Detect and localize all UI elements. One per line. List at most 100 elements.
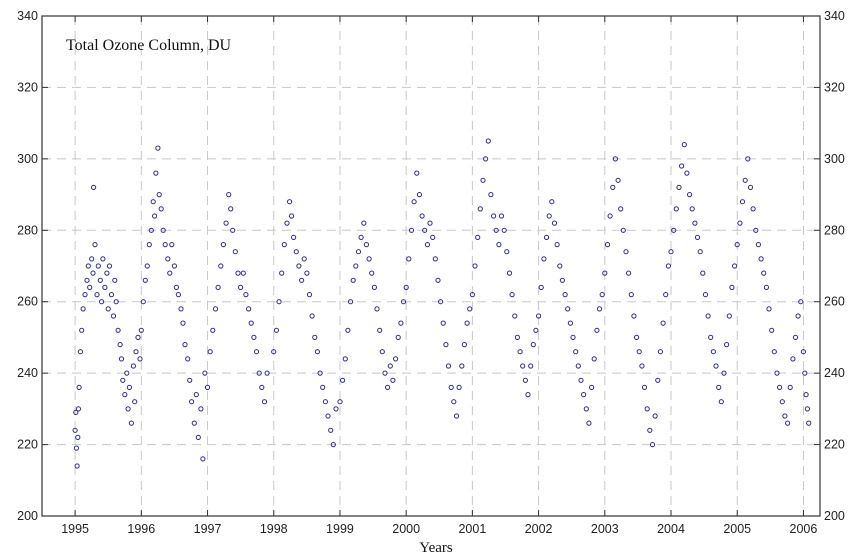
data-point xyxy=(491,213,497,219)
data-point xyxy=(180,320,186,326)
data-point xyxy=(745,156,751,162)
data-point xyxy=(393,356,399,362)
data-point xyxy=(91,184,97,190)
data-point xyxy=(430,234,436,240)
data-point xyxy=(551,220,558,226)
data-point xyxy=(498,213,505,219)
data-point xyxy=(713,363,719,369)
data-point xyxy=(739,199,746,205)
data-point xyxy=(289,213,295,219)
data-point xyxy=(345,327,351,333)
data-point xyxy=(729,284,735,290)
data-point xyxy=(467,306,473,312)
data-point xyxy=(681,142,687,148)
data-point xyxy=(769,327,775,333)
data-point xyxy=(173,284,179,290)
data-point xyxy=(422,227,428,233)
data-point xyxy=(74,463,80,469)
data-point xyxy=(591,356,597,362)
data-point xyxy=(390,377,396,383)
x-axis-label: Years xyxy=(419,540,453,556)
data-point xyxy=(358,234,364,240)
data-point xyxy=(562,292,568,298)
data-point xyxy=(94,292,100,298)
data-point xyxy=(641,384,648,390)
data-point xyxy=(536,313,542,319)
data-point xyxy=(271,349,277,355)
data-point xyxy=(106,263,113,269)
data-point xyxy=(758,256,764,262)
data-point xyxy=(438,299,444,305)
data-point xyxy=(697,249,703,255)
data-point xyxy=(115,327,121,333)
data-point xyxy=(126,384,132,390)
x-tick-label: 2006 xyxy=(790,522,818,536)
data-point xyxy=(802,370,808,376)
data-point xyxy=(705,313,711,319)
data-point xyxy=(798,299,804,305)
data-point xyxy=(459,363,465,369)
data-point xyxy=(400,299,407,305)
data-point xyxy=(747,184,754,190)
data-point xyxy=(575,363,581,369)
data-point xyxy=(385,384,391,390)
chart-title: Total Ozone Column, DU xyxy=(66,37,232,54)
data-point xyxy=(716,384,722,390)
data-point xyxy=(620,227,626,233)
data-point xyxy=(742,177,748,183)
data-point xyxy=(708,334,714,340)
data-point xyxy=(284,220,290,226)
data-point xyxy=(668,249,674,255)
data-point xyxy=(774,370,780,376)
data-point xyxy=(146,242,152,248)
data-point xyxy=(82,292,88,298)
data-point xyxy=(122,392,128,398)
data-point xyxy=(804,406,811,412)
data-point xyxy=(212,306,219,312)
data-point xyxy=(80,306,86,312)
y-tick-label-left: 300 xyxy=(17,152,38,166)
data-point xyxy=(618,206,624,212)
x-tick-label: 1999 xyxy=(326,522,354,536)
data-point xyxy=(559,277,566,283)
data-point xyxy=(246,306,252,312)
data-point xyxy=(440,320,446,326)
data-point xyxy=(684,170,690,176)
data-point xyxy=(419,213,425,219)
y-tick-label-left: 260 xyxy=(17,295,38,309)
data-point xyxy=(363,242,369,248)
data-point xyxy=(615,177,621,183)
y-tick-label-right: 220 xyxy=(824,438,845,452)
data-point xyxy=(243,292,249,298)
data-point xyxy=(226,192,232,198)
data-point xyxy=(546,213,552,219)
data-point xyxy=(99,299,105,305)
data-point xyxy=(138,327,144,333)
data-point xyxy=(451,399,457,405)
data-point xyxy=(538,284,544,290)
data-point xyxy=(583,406,589,412)
data-point xyxy=(328,427,334,433)
data-point xyxy=(416,192,422,198)
data-point xyxy=(133,349,139,355)
data-point xyxy=(673,206,679,212)
data-point xyxy=(443,342,449,348)
data-point xyxy=(124,370,130,376)
data-point xyxy=(256,370,262,376)
data-point xyxy=(464,320,470,326)
data-point xyxy=(652,413,658,419)
data-point xyxy=(312,334,318,340)
data-point xyxy=(144,263,150,269)
data-point xyxy=(353,263,359,269)
data-point xyxy=(105,306,111,312)
data-point xyxy=(165,256,171,262)
data-point xyxy=(795,313,801,319)
data-point xyxy=(342,356,348,362)
data-point xyxy=(520,363,526,369)
data-point xyxy=(228,206,234,212)
data-point xyxy=(182,342,188,348)
data-point xyxy=(790,356,796,362)
data-point xyxy=(496,242,502,248)
data-point xyxy=(117,342,123,348)
y-tick-label-right: 280 xyxy=(824,223,845,237)
